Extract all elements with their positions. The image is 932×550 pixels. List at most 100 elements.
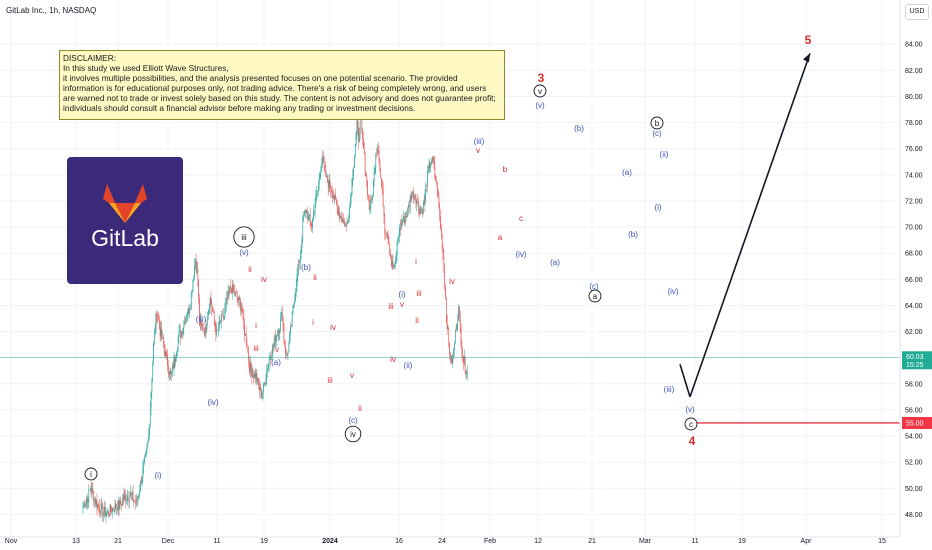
candle-body [455,329,457,331]
candle-body [214,320,216,327]
candle-body [322,156,324,158]
candle-body [166,352,168,355]
candle-body [129,496,131,501]
candle-body [329,179,331,188]
wave-label: ii [313,273,317,282]
candle-body [418,209,420,214]
wave-label-text: (v) [239,248,249,257]
wave-label: v [350,371,354,380]
candle-body [351,178,353,196]
wave-label: (b) [301,263,311,272]
candle-body [204,327,206,336]
candle-body [398,236,400,238]
candle-body [404,217,406,224]
candle-body [364,153,366,172]
candle-body [270,358,272,360]
candle-body [207,315,209,324]
wave-label-text: (a) [550,258,560,267]
candle-body [236,292,237,294]
candle-body [99,511,101,514]
wave-label-text: i [90,470,92,479]
candle-body [432,157,433,161]
projection-line [679,363,691,398]
wave-label: (c) [348,416,358,425]
candle-body [197,269,199,280]
candle-body [160,329,162,337]
candle-body [100,504,102,514]
candle-body [429,161,431,168]
candle-body [177,337,179,349]
candle-body [324,165,326,168]
target-price-value: 55.00 [906,420,924,427]
candle-body [252,374,254,378]
candle-body [424,193,426,205]
candle-body [320,171,322,174]
candle-body [140,480,141,491]
wave-label-text: a [498,233,503,242]
wave-label: iii [233,226,255,248]
candle-body [106,512,108,514]
y-tick-label: 54.00 [905,434,923,441]
candle-body [427,168,429,172]
wave-label-text: ii [248,265,252,274]
candle-body [281,312,283,318]
candle-body [237,297,239,301]
candle-body [388,238,390,244]
candle-body [158,317,159,321]
candle-body [323,156,325,166]
candle-body [195,259,197,272]
candle-body [266,370,268,379]
candle-body [422,209,423,214]
candle-body [262,391,263,395]
candle-body [108,514,110,516]
candle-body [205,327,207,330]
wave-label-circle [344,425,362,443]
candle-body [208,309,209,316]
candle-body [290,326,291,334]
candle-body [294,300,295,304]
candle-body [251,369,253,378]
candle-body [446,315,448,329]
currency-button[interactable]: USD [905,4,929,20]
candle-body [181,331,182,338]
wave-label: iii [388,302,394,311]
candle-body [367,180,368,196]
wave-label-text: (c) [589,282,599,291]
candle-body [337,207,339,216]
candle-body [376,153,377,154]
candle-body [271,356,272,360]
candle-body [453,349,455,353]
candle-body [433,163,435,164]
wave-label: v [275,345,279,354]
wave-label: a [588,289,602,303]
candle-body [416,201,418,204]
candle-body [168,372,170,375]
wave-label: (ii) [660,150,669,159]
candle-body [309,215,311,222]
candle-body [342,220,344,222]
candle-body [219,321,221,323]
candle-body [113,510,115,512]
candle-body [319,173,321,178]
candle-body [464,357,466,372]
candle-body [411,194,413,200]
x-tick-label: 2024 [322,538,338,545]
candle-body [102,504,104,516]
candle-body [139,490,140,495]
x-tick-label: 11 [213,538,220,545]
candle-body [384,215,386,232]
candle-body [87,498,89,503]
candle-body [247,348,249,352]
candle-body [394,264,395,268]
candle-body [221,314,222,322]
candle-body [383,205,385,216]
candle-body [343,220,345,222]
wave-label: (a) [550,258,560,267]
y-tick-label: 56.00 [905,407,923,414]
candle-body [130,492,131,497]
candle-body [177,348,178,353]
candle-body [460,326,462,344]
candle-body [445,297,447,316]
